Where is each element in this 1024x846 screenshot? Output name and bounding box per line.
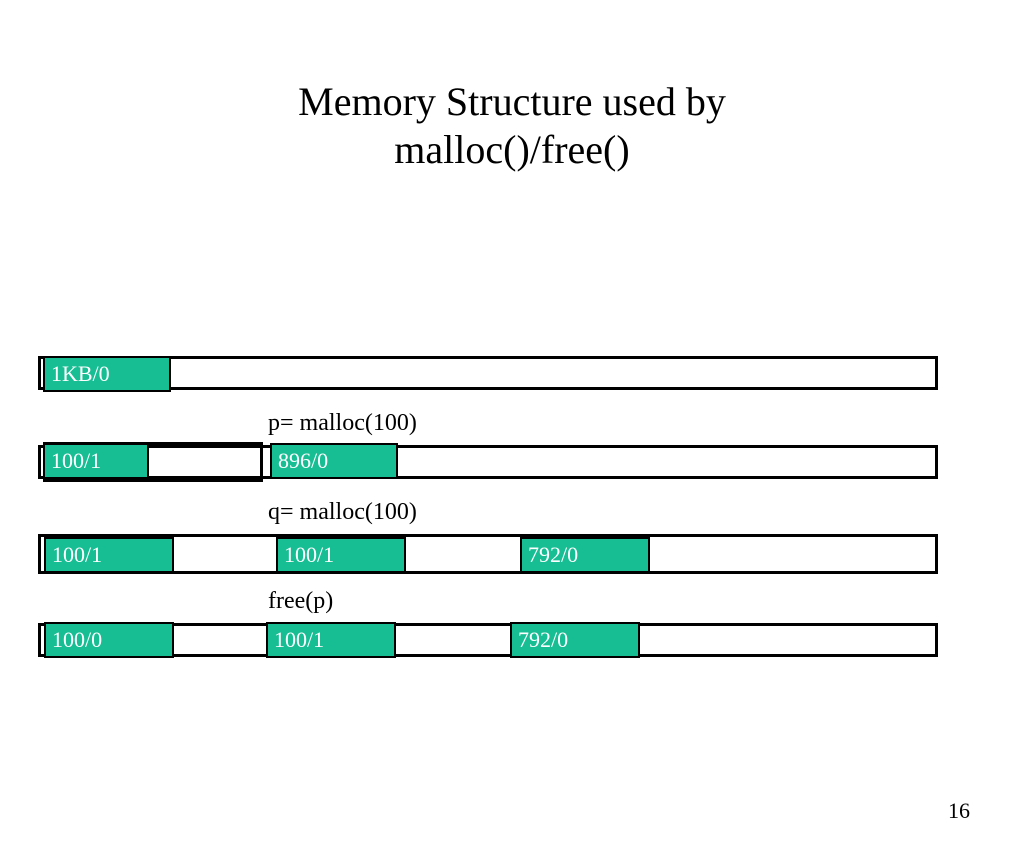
memory-block: 100/1: [276, 537, 406, 573]
operation-label: p= malloc(100): [268, 410, 938, 437]
memory-bar: 1KB/0: [38, 356, 938, 396]
memory-block: 792/0: [520, 537, 650, 573]
memory-bar: 100/1 896/0: [38, 445, 938, 485]
memory-bar: 100/0 100/1 792/0: [38, 623, 938, 663]
title-line-1: Memory Structure used by: [298, 79, 726, 124]
page-number: 16: [948, 798, 970, 824]
memory-block: 100/0: [44, 622, 174, 658]
memory-block: 792/0: [510, 622, 640, 658]
slide-title: Memory Structure used by malloc()/free(): [0, 78, 1024, 174]
title-line-2: malloc()/free(): [394, 127, 629, 172]
memory-block: 100/1: [266, 622, 396, 658]
memory-block: 896/0: [270, 443, 398, 479]
memory-block: 1KB/0: [43, 356, 171, 392]
memory-block: 100/1: [43, 443, 149, 479]
diagram-area: 1KB/0 p= malloc(100) 100/1 896/0 q= malloc(1…: [38, 356, 938, 677]
operation-label: q= malloc(100): [268, 499, 938, 526]
bar-outline: [38, 356, 938, 390]
memory-block: 100/1: [44, 537, 174, 573]
memory-bar: 100/1 100/1 792/0: [38, 534, 938, 574]
operation-label: free(p): [268, 588, 938, 615]
